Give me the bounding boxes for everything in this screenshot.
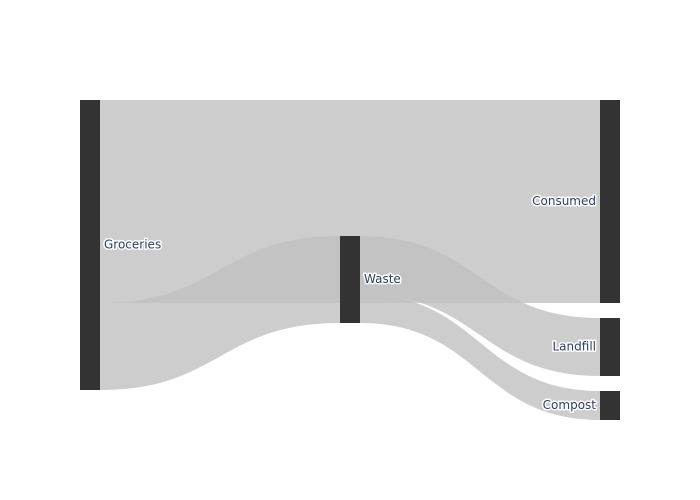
node-label-groceries: Groceries <box>104 238 161 252</box>
link-waste-to-landfill[interactable] <box>360 236 600 376</box>
node-label-compost: Compost <box>543 398 597 412</box>
node-waste[interactable] <box>340 236 360 323</box>
link-groceries-to-consumed[interactable] <box>100 100 600 303</box>
node-consumed[interactable] <box>600 100 620 303</box>
node-compost[interactable] <box>600 391 620 420</box>
link-waste-to-compost[interactable] <box>360 294 600 420</box>
link-groceries-to-waste[interactable] <box>100 236 340 390</box>
node-landfill[interactable] <box>600 318 620 376</box>
node-label-landfill: Landfill <box>553 340 597 354</box>
links-layer <box>100 100 600 420</box>
node-groceries[interactable] <box>80 100 100 390</box>
node-label-waste: Waste <box>364 272 401 286</box>
nodes-layer <box>80 100 620 420</box>
node-label-consumed: Consumed <box>532 194 596 208</box>
labels-layer: Groceries Waste Consumed Landfill Compost <box>103 193 598 414</box>
